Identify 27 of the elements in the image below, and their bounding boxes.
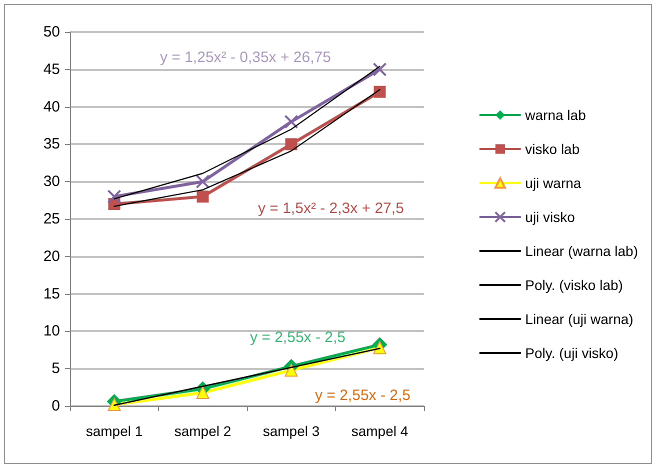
legend-label: visko lab [525, 141, 580, 157]
legend-label: uji visko [525, 209, 576, 225]
annotation: y = 2,55x - 2,5 [315, 387, 410, 404]
annotation: y = 2,55x - 2,5 [250, 329, 346, 346]
x-tick-label: sampel 4 [351, 423, 408, 439]
x-tick-label: sampel 2 [174, 423, 232, 439]
annotation: y = 1,5x² - 2,3x + 27,5 [258, 200, 404, 217]
x-tick-label: sampel 3 [262, 423, 320, 439]
legend-label: Linear (warna lab) [525, 243, 638, 259]
legend-label: warna lab [524, 107, 586, 123]
y-tick-label: 35 [43, 136, 60, 153]
legend-label: uji warna [525, 175, 582, 191]
x-tick-label: sampel 1 [86, 423, 143, 439]
legend-label: Poly. (visko lab) [525, 277, 623, 293]
y-tick-label: 30 [43, 173, 60, 190]
y-tick-label: 25 [43, 210, 60, 228]
y-tick-label: 40 [43, 98, 60, 116]
y-tick-label: 0 [52, 398, 60, 414]
y-tick-label: 15 [43, 285, 60, 302]
y-tick-label: 20 [43, 248, 60, 265]
y-tick-label: 5 [52, 360, 60, 378]
y-tick-label: 50 [43, 24, 60, 40]
y-tick-label: 45 [43, 60, 60, 78]
legend-label: Linear (uji warna) [525, 311, 634, 327]
legend-label: Poly. (uji visko) [525, 345, 618, 361]
y-tick-label: 10 [43, 322, 60, 340]
annotation: y = 1,25x² - 0,35x + 26,75 [160, 49, 331, 66]
